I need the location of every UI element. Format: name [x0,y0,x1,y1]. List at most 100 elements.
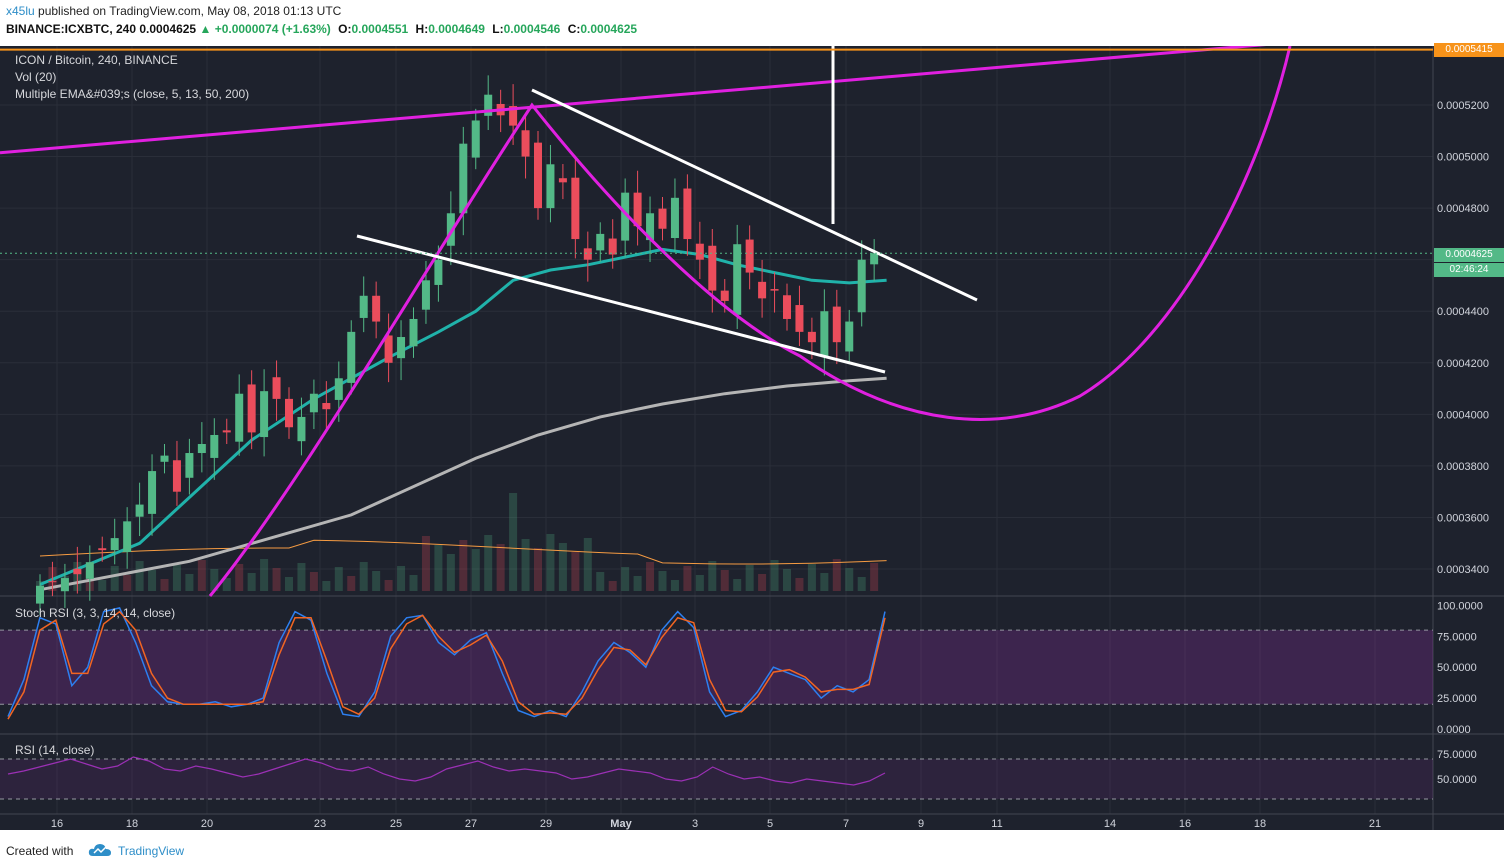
candle-body [172,460,181,492]
candle-body [708,245,717,291]
volume-bar [409,575,418,591]
candle-body [758,281,767,299]
quote-line: BINANCE:ICXBTC, 240 0.0004625 ▲ +0.00000… [6,22,637,36]
volume-bar [608,581,617,591]
ascending-magenta-trendline [0,46,1267,155]
upper-wedge-line [531,88,978,302]
volume-bar [160,579,169,591]
volume-bar [446,554,455,591]
time-tick-label: 16 [51,818,63,830]
candle-body [421,280,430,310]
volume-bar [770,560,779,591]
symbol-label: BINANCE:ICXBTC, 240 [6,22,137,36]
bar-countdown: 02:46:24 [1434,263,1504,277]
candle-body [720,290,729,301]
candle-body [73,568,82,575]
volume-bar [596,572,605,591]
time-tick-label: 29 [540,818,552,830]
time-tick-label: 9 [918,818,924,830]
candle-body [558,178,567,183]
candle-body [334,378,343,400]
time-tick-label: 7 [843,818,849,830]
resistance-price-tag: 0.0005415 [1434,43,1504,57]
publish-line: x45lu published on TradingView.com, May … [6,4,341,18]
ema-200-line [39,376,887,592]
volume-bar [110,566,119,591]
candle-body [845,321,854,352]
time-tick-label: 23 [314,818,326,830]
tradingview-cloud-icon [88,844,111,856]
volume-bar [397,566,406,591]
candle-body [621,192,630,241]
candle-body [633,192,642,227]
candle-body [185,453,194,478]
volume-bar [297,563,306,591]
candle-body [745,239,754,273]
candle-body [509,106,518,126]
volume-bar [98,580,107,591]
publish-header: x45lu published on TradingView.com, May … [0,0,1504,46]
volume-bar [372,571,381,591]
stoch-tick-label: 100.0000 [1437,600,1483,612]
footer: Created with TradingView [0,830,1504,868]
volume-bar [322,581,331,591]
up-arrow-icon: ▲ [199,22,212,36]
ema-legend: Multiple EMA&#039;s (close, 5, 13, 50, 2… [15,87,250,101]
stoch-tick-label: 25.0000 [1437,693,1477,705]
trendline-drawings[interactable] [0,46,1433,597]
volume-bar [434,545,443,591]
volume-bar [558,543,567,591]
candle-body [359,295,368,318]
volume-bar [758,574,767,591]
price-tick-label: 0.0005000 [1437,152,1489,164]
volume-bar [546,534,555,591]
candle-body [309,393,318,413]
publish-text: published on TradingView.com, May 08, 20… [38,4,342,18]
candle-body [571,177,580,240]
volume-bar [658,571,667,591]
candle-body [534,142,542,209]
candle-body [795,305,804,332]
candle-body [471,120,480,158]
candle-body [260,391,269,438]
candle-body [123,521,132,553]
volume-bar [870,563,879,591]
candle-body [135,504,144,517]
candle-body [148,471,157,514]
volume-bar [384,580,393,591]
open-label: O: [338,22,352,36]
volume-bar [484,535,493,591]
candle-body [210,434,219,458]
price-tick-label: 0.0004800 [1437,203,1489,215]
grid-lines [0,46,1504,830]
time-tick-label: 3 [692,818,698,830]
candle-body [48,581,57,583]
x-axis: 16 18 20 23 25 27 29 May 3 5 7 9 11 14 16 18 21 [51,818,1381,830]
volume-bar [123,575,132,591]
chart-canvas[interactable]: 0.0005200 0.0005000 0.0004800 0.0004400 0.00… [0,46,1504,830]
open-value: 0.0004551 [351,22,409,36]
candle-body [583,248,592,260]
tradingview-link[interactable]: TradingView [118,844,185,858]
author-link[interactable]: x45lu [6,4,35,18]
volume-bar [347,576,356,591]
lower-wedge-line [356,234,886,374]
candle-body [832,306,841,343]
ema-lines [39,247,887,592]
candle-body [409,318,418,347]
stoch-d-line [7,610,886,720]
rsi-tick-label: 50.0000 [1437,774,1477,786]
volume-bar [720,570,729,591]
time-tick-label: May [610,818,632,830]
time-tick-label: 27 [465,818,477,830]
price-tick-label: 0.0005200 [1437,100,1489,112]
volume-bar [285,577,293,591]
candle-body [670,197,679,239]
candle-body [235,393,244,442]
candle-body [272,377,281,399]
volume-bar [521,539,530,591]
volume-bar [845,568,854,591]
volume-bar [509,493,518,591]
candle-body [110,538,119,551]
price-tick-label: 0.0004400 [1437,306,1489,318]
